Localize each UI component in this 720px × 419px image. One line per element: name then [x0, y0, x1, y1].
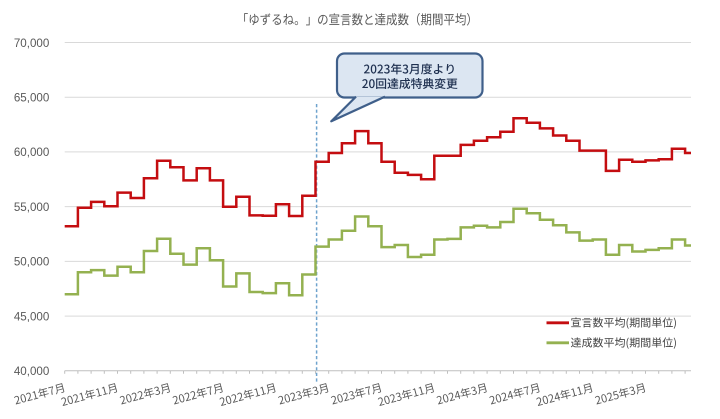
svg-text:70,000: 70,000 [14, 37, 49, 50]
svg-text:45,000: 45,000 [14, 310, 49, 323]
svg-text:60,000: 60,000 [14, 146, 49, 159]
svg-text:55,000: 55,000 [14, 201, 49, 214]
svg-text:50,000: 50,000 [14, 256, 49, 269]
svg-text:40,000: 40,000 [14, 365, 49, 378]
svg-text:65,000: 65,000 [14, 92, 49, 105]
